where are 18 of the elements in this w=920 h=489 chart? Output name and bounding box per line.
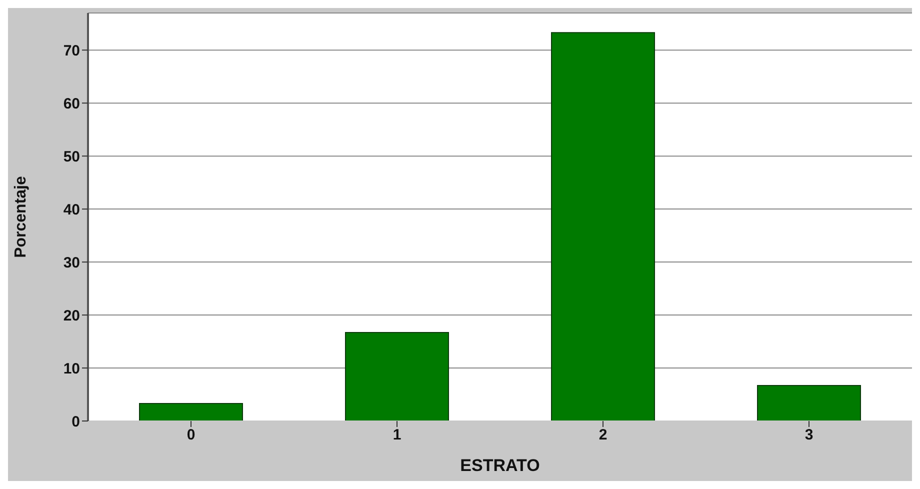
- bar: [139, 403, 243, 421]
- x-tick-label: 2: [598, 426, 608, 444]
- y-tick-label: 70: [63, 42, 80, 60]
- y-tick-label: 20: [63, 307, 80, 324]
- bar: [757, 385, 861, 421]
- y-tick-label: 30: [63, 254, 80, 272]
- y-tick-label: 0: [72, 413, 80, 430]
- x-tick-label: 1: [392, 426, 402, 444]
- x-tick-label: 0: [186, 426, 196, 444]
- y-axis-title: Porcentaje: [12, 176, 30, 258]
- y-tick-label: 60: [63, 95, 80, 112]
- x-tick-label: 3: [804, 426, 814, 444]
- y-tick-label: 40: [63, 201, 80, 218]
- x-axis-title: ESTRATO: [460, 456, 540, 475]
- bar: [345, 332, 449, 421]
- bar: [551, 32, 655, 421]
- y-tick-label: 10: [63, 360, 80, 378]
- y-tick-label: 50: [63, 148, 80, 166]
